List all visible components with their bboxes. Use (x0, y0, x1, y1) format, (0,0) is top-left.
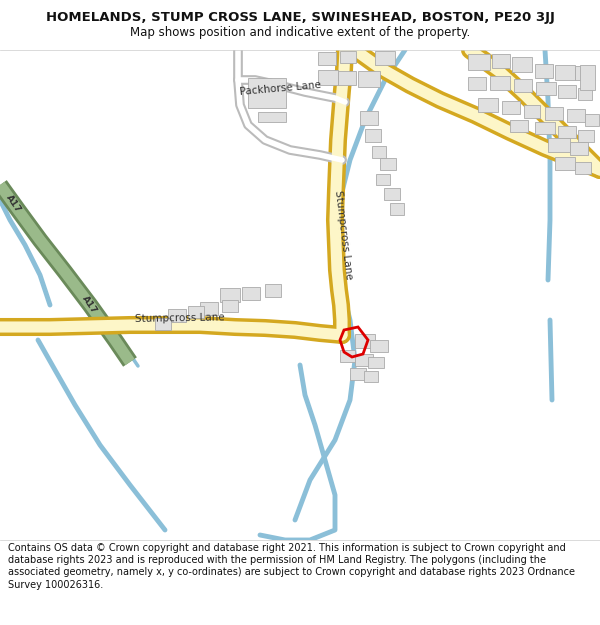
Bar (468, 77, 486, 90)
Text: Map shows position and indicative extent of the property.: Map shows position and indicative extent… (130, 26, 470, 39)
Bar (555, 65, 575, 80)
Bar (258, 112, 286, 122)
Bar (168, 309, 186, 322)
Bar (220, 288, 240, 302)
Bar (248, 78, 286, 108)
Bar (575, 162, 591, 174)
Bar (338, 71, 356, 85)
Bar (578, 88, 592, 100)
Bar (364, 371, 378, 382)
Bar (340, 350, 355, 362)
Bar (555, 157, 575, 170)
Text: Stumpcross Lane: Stumpcross Lane (332, 190, 353, 280)
Text: Packhorse Lane: Packhorse Lane (239, 79, 321, 96)
Bar (575, 66, 593, 80)
Bar (360, 111, 378, 125)
Bar (350, 368, 366, 380)
Bar (380, 158, 396, 170)
Bar (155, 318, 171, 330)
Bar (468, 54, 490, 70)
Bar (570, 142, 588, 155)
Bar (318, 70, 338, 85)
Bar (368, 357, 384, 368)
Bar (492, 54, 510, 68)
Bar (548, 138, 570, 152)
Bar (524, 105, 540, 118)
Bar (536, 82, 556, 95)
Text: HOMELANDS, STUMP CROSS LANE, SWINESHEAD, BOSTON, PE20 3JJ: HOMELANDS, STUMP CROSS LANE, SWINESHEAD,… (46, 11, 554, 24)
Bar (384, 188, 400, 200)
Bar (512, 57, 532, 72)
Bar (265, 284, 281, 297)
Bar (222, 300, 238, 312)
Bar (558, 126, 576, 138)
Bar (355, 334, 375, 348)
Bar (365, 129, 381, 142)
Text: Stumpcross Lane: Stumpcross Lane (135, 312, 225, 324)
Bar (370, 340, 388, 352)
Text: A17: A17 (5, 193, 23, 214)
Text: A17: A17 (81, 294, 99, 316)
Bar (478, 98, 498, 112)
Bar (545, 107, 563, 120)
Bar (390, 203, 404, 215)
Bar (578, 130, 594, 142)
Bar (318, 52, 336, 65)
Bar (242, 287, 260, 300)
Text: Contains OS data © Crown copyright and database right 2021. This information is : Contains OS data © Crown copyright and d… (8, 542, 575, 590)
Bar (558, 85, 576, 98)
Bar (200, 302, 218, 315)
Bar (372, 146, 386, 158)
Bar (188, 306, 204, 318)
Bar (355, 354, 373, 366)
Bar (535, 64, 553, 78)
Bar (535, 122, 555, 134)
Bar (580, 65, 595, 90)
Bar (490, 76, 510, 90)
Bar (510, 120, 528, 132)
Bar (358, 71, 380, 87)
Bar (340, 51, 356, 63)
Bar (567, 109, 585, 122)
Bar (514, 79, 532, 92)
Bar (375, 51, 395, 65)
Bar (376, 174, 390, 185)
Bar (502, 101, 520, 114)
Bar (585, 114, 599, 126)
